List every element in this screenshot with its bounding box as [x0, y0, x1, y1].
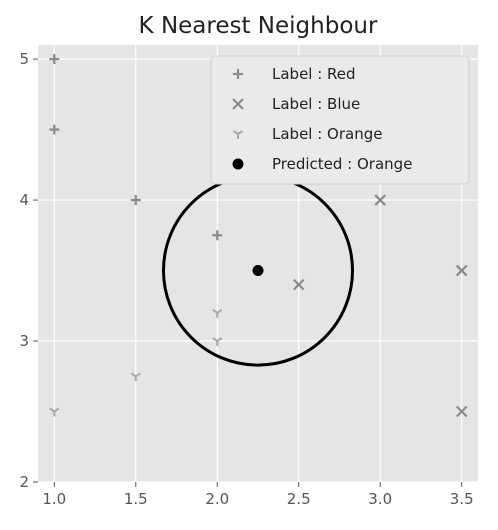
- y-tick-label: 2: [19, 473, 29, 491]
- y-tick-label: 3: [19, 332, 29, 350]
- data-point-tri_down: [130, 372, 141, 382]
- legend-marker-dot: [232, 158, 244, 170]
- y-tick-label: 5: [19, 50, 29, 68]
- legend-box: [210, 55, 470, 185]
- x-tick-label: 1.0: [42, 490, 66, 508]
- chart-title: K Nearest Neighbour: [139, 13, 378, 39]
- data-point-x: [374, 194, 387, 206]
- legend-label: Label : Red: [272, 65, 356, 83]
- legend-marker-tri_down: [232, 130, 244, 139]
- data-point-x: [292, 278, 305, 291]
- legend-marker-x: [232, 98, 244, 110]
- data-point-plus: [130, 195, 141, 206]
- y-tick-label: 4: [19, 191, 29, 209]
- data-points: [49, 54, 468, 418]
- data-point-plus: [49, 54, 60, 65]
- data-point-dot: [252, 265, 264, 277]
- data-point-x: [455, 264, 468, 277]
- legend-label: Label : Blue: [272, 95, 360, 113]
- x-tick-label: 1.5: [124, 490, 148, 508]
- data-point-plus: [49, 124, 60, 135]
- x-tick-label: 3.5: [450, 490, 474, 508]
- data-point-plus: [212, 230, 223, 241]
- data-point-x: [455, 405, 468, 418]
- data-point-tri_down: [212, 337, 223, 347]
- x-tick-label: 2.0: [205, 490, 229, 508]
- x-tick-label: 3.0: [368, 490, 392, 508]
- legend: Label : Red Label : Blue Label : Orange Pre…: [210, 55, 470, 185]
- legend-marker-plus: [233, 69, 243, 79]
- x-axis-ticks: 1.0 1.5 2.0 2.5 3.0 3.5: [42, 482, 474, 508]
- legend-label: Label : Orange: [272, 125, 382, 143]
- data-point-tri_down: [212, 309, 223, 318]
- legend-label: Predicted : Orange: [272, 155, 412, 173]
- y-axis-ticks: 2 3 4 5: [19, 50, 38, 491]
- x-tick-label: 2.5: [287, 490, 311, 508]
- data-point-tri_down: [49, 407, 60, 417]
